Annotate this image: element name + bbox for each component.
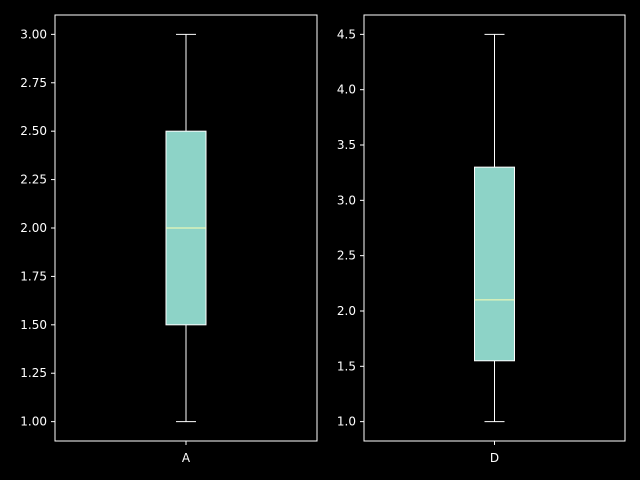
y-tick-label: 4.5	[337, 27, 356, 41]
y-tick-label: 1.75	[20, 269, 47, 283]
y-tick-label: 3.0	[337, 193, 356, 207]
y-tick-label: 2.25	[20, 173, 47, 187]
y-tick-label: 1.5	[337, 359, 356, 373]
y-tick-label: 2.75	[20, 76, 47, 90]
y-tick-label: 1.00	[20, 415, 47, 429]
y-tick-label: 2.0	[337, 304, 356, 318]
y-tick-label: 1.0	[337, 415, 356, 429]
y-tick-label: 2.5	[337, 249, 356, 263]
y-tick-label: 3.00	[20, 27, 47, 41]
x-tick-label: A	[182, 451, 191, 465]
y-tick-label: 1.25	[20, 366, 47, 380]
y-tick-label: 4.0	[337, 83, 356, 97]
box-iqr	[474, 166, 515, 362]
y-tick-label: 2.50	[20, 124, 47, 138]
y-tick-label: 1.50	[20, 318, 47, 332]
y-tick-label: 2.00	[20, 221, 47, 235]
y-tick-label: 3.5	[337, 138, 356, 152]
x-tick-label: D	[490, 451, 499, 465]
